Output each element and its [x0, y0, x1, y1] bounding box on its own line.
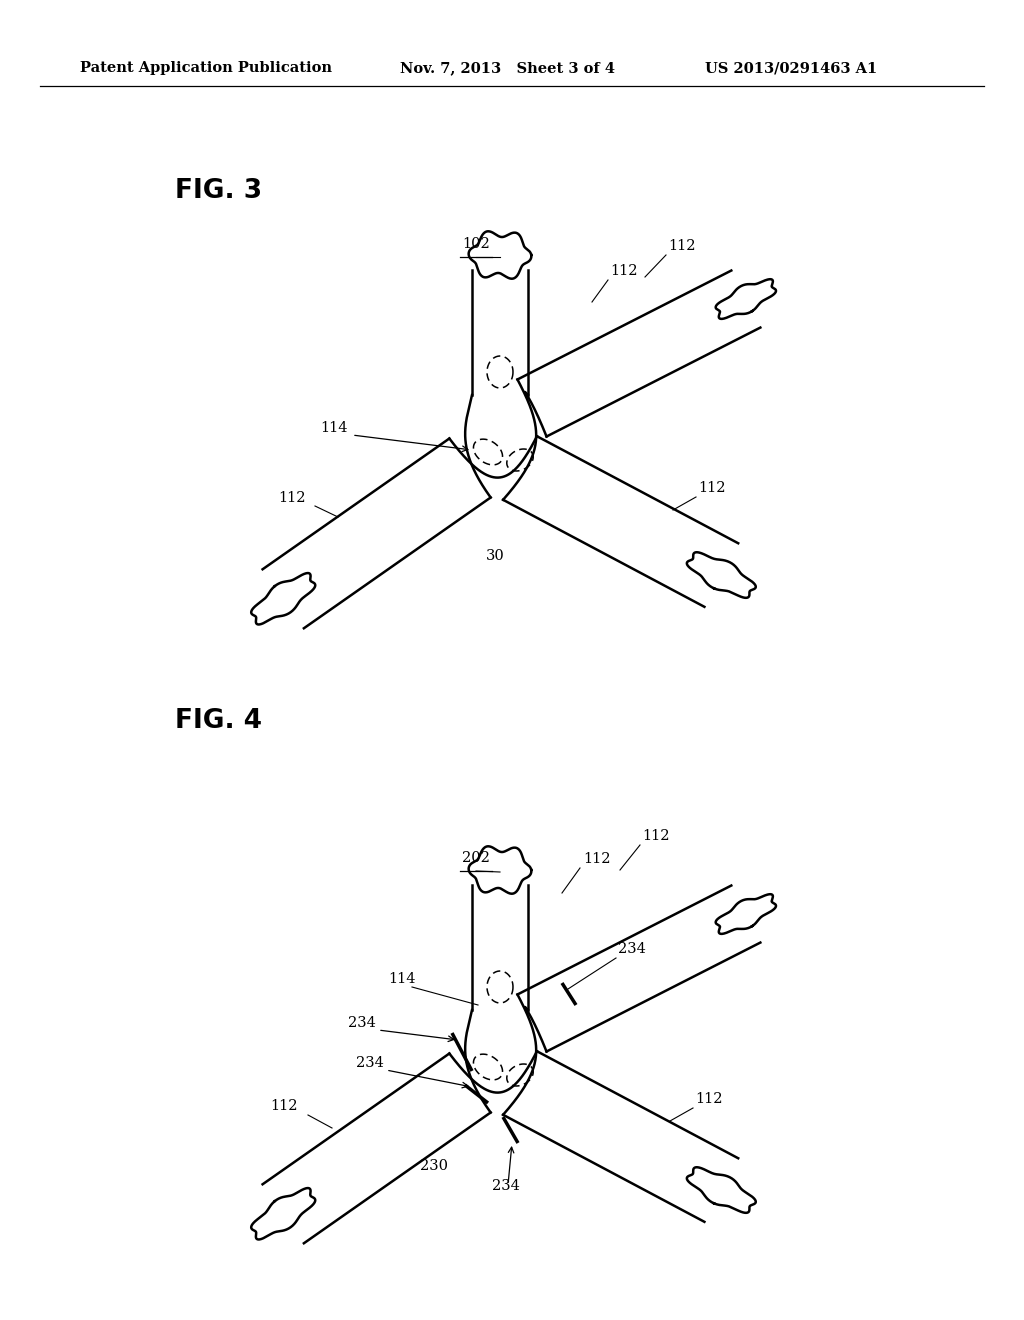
Text: FIG. 3: FIG. 3 — [175, 178, 262, 205]
Text: 30: 30 — [485, 549, 505, 564]
Text: 112: 112 — [270, 1100, 298, 1113]
Text: 234: 234 — [348, 1016, 376, 1030]
Text: 234: 234 — [492, 1179, 520, 1193]
Text: 112: 112 — [610, 264, 638, 279]
Text: 114: 114 — [321, 421, 348, 436]
Text: FIG. 4: FIG. 4 — [175, 708, 262, 734]
Text: 234: 234 — [356, 1056, 384, 1071]
Text: 112: 112 — [583, 851, 610, 866]
Text: 112: 112 — [642, 829, 670, 843]
Text: 230: 230 — [420, 1159, 449, 1173]
Text: Patent Application Publication: Patent Application Publication — [80, 61, 332, 75]
Text: 112: 112 — [698, 480, 725, 495]
Text: 234: 234 — [618, 942, 646, 956]
Text: 112: 112 — [668, 239, 695, 253]
Text: 112: 112 — [695, 1092, 723, 1106]
Text: Nov. 7, 2013   Sheet 3 of 4: Nov. 7, 2013 Sheet 3 of 4 — [400, 61, 615, 75]
Text: 202: 202 — [462, 851, 489, 865]
Text: 102: 102 — [462, 238, 489, 251]
Text: 114: 114 — [388, 972, 416, 986]
Text: 112: 112 — [278, 491, 305, 506]
Text: US 2013/0291463 A1: US 2013/0291463 A1 — [705, 61, 878, 75]
